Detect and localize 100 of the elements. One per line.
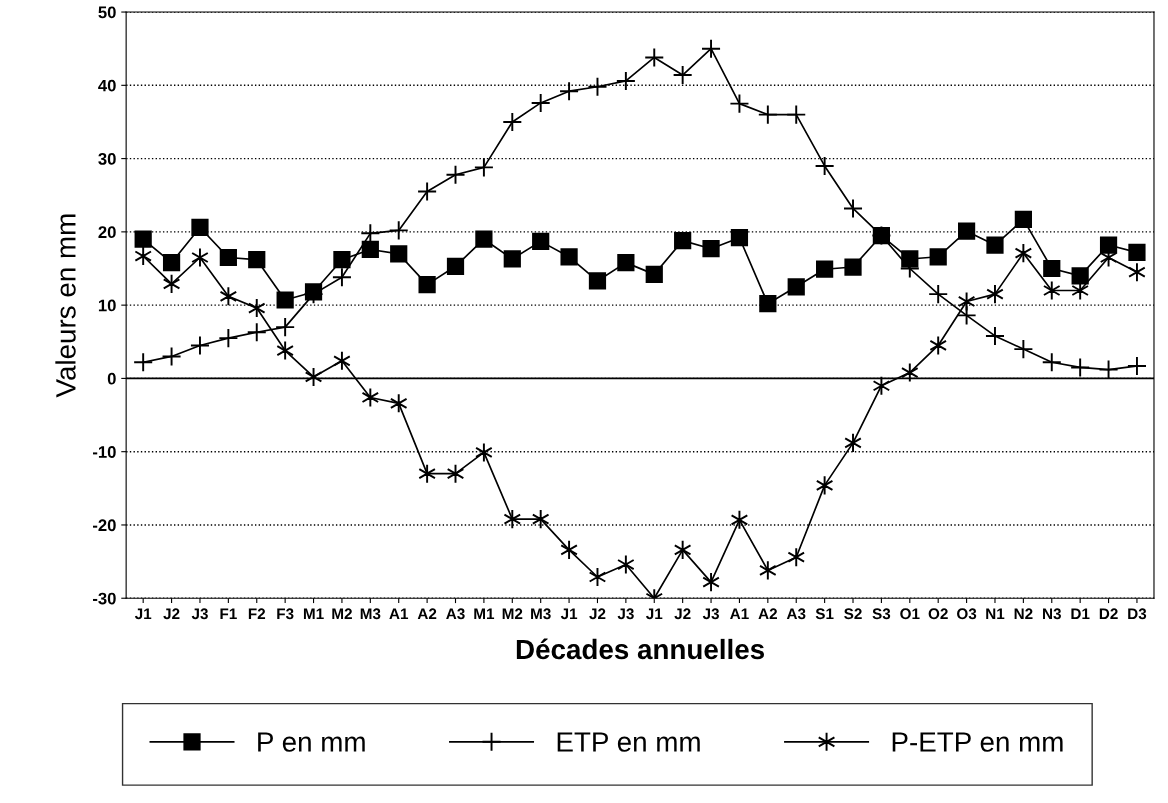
x-tick-label: A2: [417, 608, 437, 620]
point: [730, 509, 749, 530]
point: [1014, 210, 1032, 229]
x-tick-label: F1: [220, 608, 237, 620]
point: [388, 220, 409, 241]
point: [673, 539, 692, 560]
point: [133, 352, 154, 373]
x-tick-label: M1: [474, 608, 495, 620]
point: [984, 325, 1005, 346]
point: [502, 111, 523, 132]
point: [843, 198, 864, 219]
point: [418, 276, 436, 294]
point: [445, 164, 466, 185]
point: [644, 47, 665, 68]
y-axis-title: Valeurs en mm: [55, 214, 76, 398]
x-tick-label: N1: [986, 608, 1005, 620]
y-tick-label: 10: [98, 299, 116, 312]
point: [701, 38, 722, 59]
y-tick-label: -30: [92, 592, 116, 605]
point: [1128, 262, 1146, 283]
point: [730, 229, 749, 247]
point: [929, 248, 947, 266]
point: [786, 104, 807, 125]
legend-label: P-ETP en mm: [892, 732, 1063, 752]
x-tick-label: A1: [389, 608, 409, 620]
x-tick-label: M3: [531, 608, 551, 620]
point: [729, 93, 750, 114]
point: [1126, 355, 1147, 376]
x-tick-label: M3: [360, 608, 381, 620]
point: [503, 250, 521, 268]
x-tick-label: N3: [1043, 608, 1061, 620]
point: [560, 248, 578, 266]
x-tick-label: O2: [928, 608, 948, 620]
x-tick-label: A3: [446, 608, 465, 620]
point: [219, 286, 238, 307]
point: [617, 254, 635, 272]
point: [615, 70, 636, 91]
point: [446, 257, 465, 275]
point: [702, 572, 720, 593]
x-tick-label: F2: [248, 608, 266, 620]
x-tick-label: J3: [702, 608, 719, 620]
point: [218, 328, 239, 349]
x-tick-label: S1: [815, 608, 834, 620]
point: [1014, 243, 1033, 264]
point: [331, 267, 352, 288]
x-tick-label: J3: [617, 608, 634, 620]
y-tick-label: -10: [92, 446, 116, 458]
point: [559, 81, 580, 102]
x-tick-label: A1: [730, 608, 749, 620]
point: [304, 366, 323, 387]
x-tick-label: J2: [674, 608, 691, 620]
x-tick-label: J1: [134, 608, 152, 620]
point: [617, 554, 635, 575]
point: [645, 265, 663, 283]
point: [672, 65, 693, 86]
point: [276, 340, 294, 361]
point: [787, 547, 806, 568]
point: [587, 76, 608, 97]
point: [530, 92, 551, 113]
point: [814, 155, 835, 176]
point: [361, 387, 380, 408]
point: [816, 260, 834, 278]
point: [219, 248, 237, 267]
point: [361, 240, 379, 259]
x-tick-label: J1: [646, 608, 663, 620]
x-tick-label: M2: [502, 608, 523, 620]
x-tick-label: J1: [560, 608, 578, 620]
point: [1099, 236, 1118, 254]
point: [333, 350, 351, 371]
point: [532, 232, 550, 250]
legend-label: ETP en mm: [557, 732, 700, 752]
x-tick-label: M1: [303, 608, 324, 620]
x-tick-label: O3: [957, 608, 977, 620]
point: [134, 246, 152, 267]
point: [475, 230, 493, 248]
point: [1098, 359, 1119, 380]
point: [247, 298, 266, 319]
x-tick-label: D3: [1128, 608, 1147, 620]
point: [275, 317, 296, 338]
point: [161, 346, 182, 367]
point: [1128, 243, 1146, 261]
x-tick-label: J2: [163, 608, 180, 620]
point: [844, 258, 862, 276]
point: [191, 218, 209, 237]
y-tick-label: 0: [107, 372, 116, 385]
point: [588, 272, 607, 290]
point: [957, 222, 976, 240]
point: [276, 291, 294, 309]
x-tick-label: O1: [900, 608, 920, 620]
point: [389, 393, 408, 414]
point: [1071, 267, 1089, 285]
point: [1013, 339, 1034, 360]
point: [1070, 357, 1091, 378]
x-tick-label: J2: [589, 608, 606, 620]
point: [674, 232, 692, 250]
point: [1042, 280, 1061, 301]
x-axis-title: Décades annuelles: [516, 638, 764, 660]
point: [1041, 352, 1062, 373]
point: [531, 509, 550, 530]
point: [162, 254, 181, 272]
